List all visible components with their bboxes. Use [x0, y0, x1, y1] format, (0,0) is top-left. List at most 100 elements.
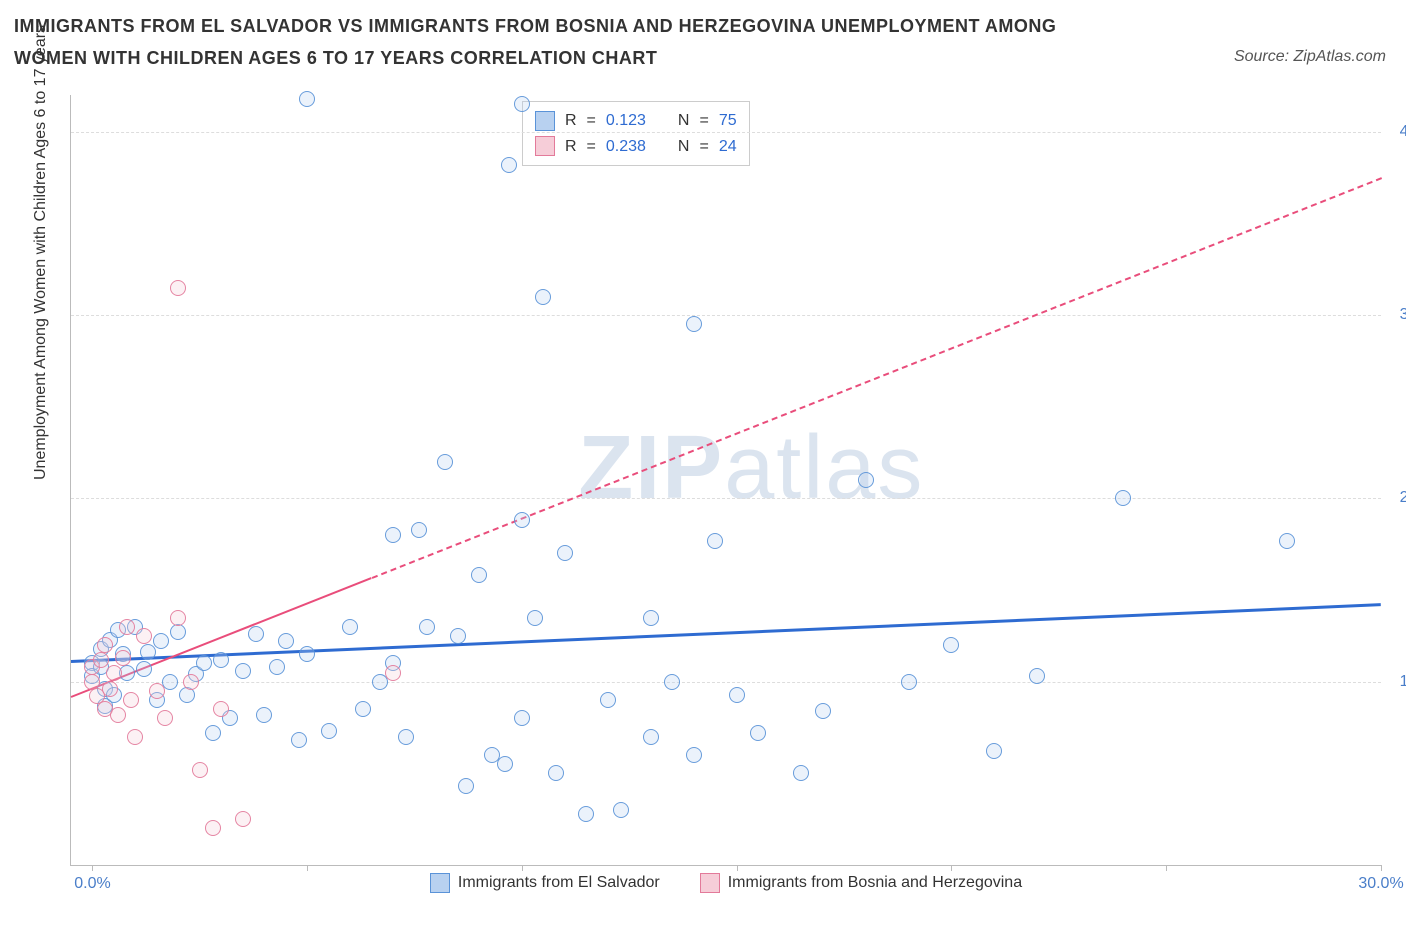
scatter-point [183, 674, 199, 690]
gridline-h [71, 315, 1381, 316]
scatter-point [471, 567, 487, 583]
scatter-point [110, 707, 126, 723]
trend-line [71, 603, 1381, 663]
scatter-point [136, 661, 152, 677]
scatter-point [192, 762, 208, 778]
scatter-point [256, 707, 272, 723]
x-tick-mark [1381, 865, 1382, 871]
stat-n-label: N [678, 134, 690, 160]
scatter-point [411, 522, 427, 538]
stat-r-value: 0.123 [606, 108, 646, 134]
scatter-point [578, 806, 594, 822]
scatter-point [793, 765, 809, 781]
scatter-point [235, 811, 251, 827]
scatter-point [149, 683, 165, 699]
scatter-point [385, 665, 401, 681]
scatter-point [102, 681, 118, 697]
scatter-point [437, 454, 453, 470]
legend-item: Immigrants from El Salvador [430, 873, 660, 893]
scatter-point [497, 756, 513, 772]
scatter-point [170, 610, 186, 626]
scatter-point [514, 512, 530, 528]
scatter-point [450, 628, 466, 644]
stat-r-label: R [565, 108, 577, 134]
scatter-point [213, 652, 229, 668]
legend-swatch [535, 111, 555, 131]
scatter-point [196, 655, 212, 671]
y-tick-label: 40.0% [1385, 123, 1406, 141]
scatter-point [119, 619, 135, 635]
scatter-point [514, 710, 530, 726]
scatter-point [643, 610, 659, 626]
legend-stats-row: R=0.238N=24 [535, 134, 737, 160]
gridline-h [71, 682, 1381, 683]
scatter-point [342, 619, 358, 635]
scatter-point [153, 633, 169, 649]
legend-label: Immigrants from El Salvador [458, 874, 660, 892]
x-tick-label: 0.0% [74, 875, 110, 893]
scatter-point [299, 646, 315, 662]
scatter-point [127, 729, 143, 745]
scatter-point [355, 701, 371, 717]
y-tick-label: 20.0% [1385, 489, 1406, 507]
x-tick-mark [737, 865, 738, 871]
scatter-point [385, 527, 401, 543]
scatter-point [815, 703, 831, 719]
scatter-point [205, 820, 221, 836]
stat-n-label: N [678, 108, 690, 134]
scatter-point [501, 157, 517, 173]
scatter-point [548, 765, 564, 781]
scatter-point [686, 747, 702, 763]
scatter-point [84, 674, 100, 690]
scatter-point [248, 626, 264, 642]
stat-r-label: R [565, 134, 577, 160]
scatter-point [213, 701, 229, 717]
scatter-point [613, 802, 629, 818]
scatter-point [140, 644, 156, 660]
plot-area: ZIPatlas R=0.123N=75R=0.238N=24 Immigran… [70, 95, 1381, 866]
scatter-point [398, 729, 414, 745]
scatter-point [321, 723, 337, 739]
scatter-point [901, 674, 917, 690]
legend-label: Immigrants from Bosnia and Herzegovina [728, 874, 1022, 892]
x-tick-mark [951, 865, 952, 871]
scatter-point [1029, 668, 1045, 684]
scatter-point [97, 637, 113, 653]
scatter-point [235, 663, 251, 679]
scatter-point [205, 725, 221, 741]
scatter-point [93, 652, 109, 668]
y-tick-label: 10.0% [1385, 673, 1406, 691]
scatter-point [1279, 533, 1295, 549]
legend-swatch [535, 136, 555, 156]
scatter-point [729, 687, 745, 703]
gridline-h [71, 498, 1381, 499]
legend-stats-box: R=0.123N=75R=0.238N=24 [522, 101, 750, 166]
x-tick-label: 30.0% [1358, 875, 1403, 893]
stat-r-value: 0.238 [606, 134, 646, 160]
legend-swatch [430, 873, 450, 893]
y-axis-label: Unemployment Among Women with Children A… [32, 25, 50, 480]
scatter-point [750, 725, 766, 741]
stat-n-value: 75 [719, 108, 737, 134]
legend-item: Immigrants from Bosnia and Herzegovina [700, 873, 1022, 893]
scatter-point [986, 743, 1002, 759]
scatter-point [707, 533, 723, 549]
scatter-point [557, 545, 573, 561]
scatter-point [643, 729, 659, 745]
scatter-point [943, 637, 959, 653]
stat-n-value: 24 [719, 134, 737, 160]
scatter-point [686, 316, 702, 332]
y-tick-label: 30.0% [1385, 306, 1406, 324]
scatter-point [664, 674, 680, 690]
legend-stats-row: R=0.123N=75 [535, 108, 737, 134]
scatter-point [458, 778, 474, 794]
chart-title: IMMIGRANTS FROM EL SALVADOR VS IMMIGRANT… [14, 10, 1134, 75]
scatter-point [514, 96, 530, 112]
chart-source: Source: ZipAtlas.com [1234, 48, 1386, 66]
scatter-point [115, 650, 131, 666]
x-tick-mark [522, 865, 523, 871]
scatter-point [170, 280, 186, 296]
scatter-point [535, 289, 551, 305]
scatter-point [170, 624, 186, 640]
scatter-point [278, 633, 294, 649]
